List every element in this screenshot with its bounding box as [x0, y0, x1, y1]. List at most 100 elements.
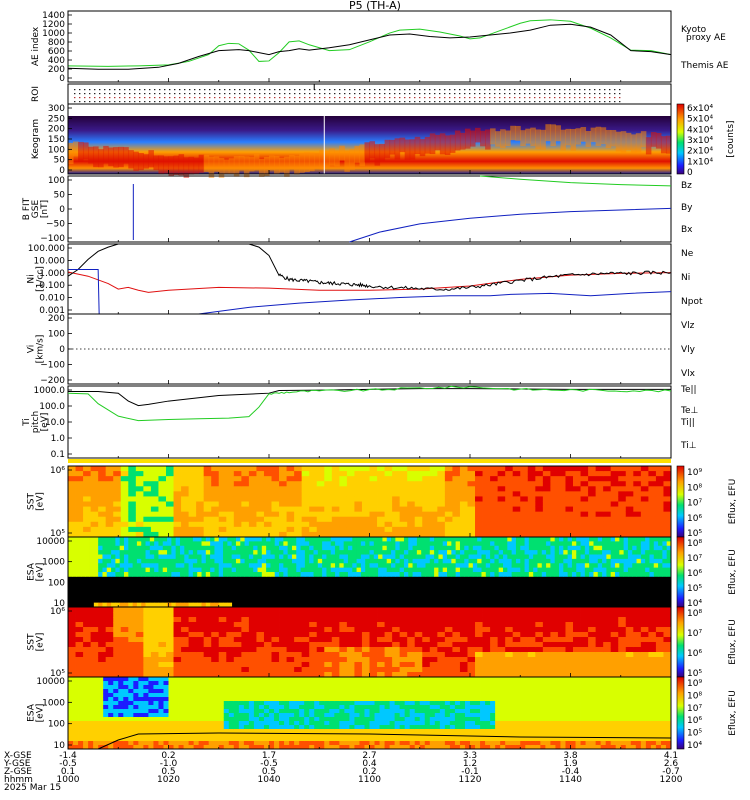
sst2-cell	[459, 662, 468, 668]
keogram-cell	[404, 139, 411, 160]
esa1-cell	[507, 550, 513, 555]
esa1-cell	[227, 602, 233, 608]
sst2-cell	[331, 617, 340, 623]
esa1-cell	[93, 558, 99, 564]
sst2-cell	[211, 647, 220, 653]
sst2-cell	[309, 607, 318, 613]
esa1-cell	[339, 550, 345, 555]
sst2-cell	[610, 662, 619, 668]
sst1-cell	[640, 496, 649, 502]
temperature-tick-label: 0.1	[51, 450, 65, 460]
esa1-cell	[205, 572, 211, 577]
esa1-cell	[214, 554, 220, 560]
sst2-cell	[90, 652, 99, 658]
esa1-cell	[158, 545, 164, 551]
keogram-cell	[464, 128, 471, 149]
esa1-cell	[253, 558, 258, 564]
sst2-cell	[459, 667, 468, 673]
esa1-cell	[425, 567, 431, 573]
esa2-cell	[78, 709, 84, 714]
esa1-cell	[227, 558, 233, 564]
esa1-cell	[632, 550, 637, 555]
esa1-cell	[240, 563, 245, 569]
sst1-cell	[588, 476, 597, 482]
esa1-cell	[102, 545, 108, 551]
roi-dot	[589, 101, 591, 103]
roi-dot	[294, 89, 296, 91]
esa2-cell	[173, 681, 179, 686]
sst1-cell	[618, 531, 627, 538]
sst2-cell	[490, 647, 499, 653]
keogram-cell	[454, 130, 461, 151]
esa1-cell	[356, 558, 362, 564]
sst1-cell	[271, 526, 280, 533]
sst2-cell	[618, 617, 627, 623]
roi-dot	[379, 97, 381, 99]
keogram-cell	[98, 149, 104, 168]
esa1-cell	[80, 550, 86, 555]
esa1-cell	[145, 541, 151, 547]
sst2-cell	[467, 647, 476, 653]
esa2-cell	[98, 737, 104, 742]
esa1-cell	[257, 567, 263, 573]
sst2-cell	[286, 657, 295, 663]
sst2-cell	[610, 612, 619, 618]
roi-dot	[104, 93, 106, 95]
sst1-cell	[75, 526, 84, 533]
sst1-cell	[188, 466, 197, 472]
sst2-ylabel: [eV]	[36, 633, 46, 652]
sst1-cell	[595, 496, 604, 502]
esa1-cell	[360, 545, 366, 551]
sst2-cell	[248, 652, 257, 658]
esa1-cell	[619, 554, 625, 560]
sst2-cell	[301, 617, 310, 623]
esa1-cell	[352, 545, 357, 551]
sst2-cell	[339, 627, 348, 633]
esa1-cell	[296, 545, 301, 551]
esa1-cell	[80, 563, 86, 569]
sst2-cell	[248, 637, 257, 643]
sst1-cell	[437, 491, 446, 497]
sst2-cell	[286, 647, 295, 653]
esa2-cell	[163, 693, 169, 698]
sst2-cell	[557, 647, 566, 653]
esa2-cell	[218, 745, 225, 750]
esa1-cell	[593, 545, 599, 551]
esa1-cell	[442, 554, 448, 560]
esa2-cell	[93, 693, 99, 698]
esa1-cell	[653, 554, 659, 560]
esa1-cell	[330, 545, 336, 551]
roi-dot	[319, 101, 321, 103]
sst2-cell	[399, 642, 408, 648]
sst1-cell	[90, 471, 99, 477]
esa1-cell	[296, 572, 301, 577]
sst1-cell	[505, 501, 514, 507]
esa1-cell	[149, 567, 155, 573]
roi-dot	[104, 97, 106, 99]
b-legend-Bz: Bz	[681, 181, 692, 191]
sst2-cell	[573, 637, 581, 643]
esa1-cell	[408, 572, 413, 577]
esa1-colorbar-tick: 10⁸	[687, 539, 702, 549]
sst1-cell	[339, 511, 348, 518]
sst1-cell	[150, 466, 159, 472]
esa2-cell	[148, 693, 154, 698]
sst1-cell	[610, 511, 619, 518]
keogram-cell	[399, 137, 406, 153]
sst2-cell	[301, 607, 310, 613]
sst2-cell	[173, 642, 182, 648]
sst1-cell	[361, 526, 370, 533]
density-series-line-1	[67, 243, 672, 291]
esa1-cell	[253, 572, 258, 577]
esa2-cell	[108, 677, 114, 682]
sst2-cell	[316, 657, 325, 663]
esa1-cell	[597, 567, 603, 573]
sst1-cell	[226, 516, 235, 523]
velocity-ylabel: [km/s]	[36, 335, 46, 364]
esa2-cell	[148, 697, 154, 702]
sst2-cell	[263, 632, 272, 638]
sst2-cell	[294, 642, 303, 648]
sst1-cell	[573, 506, 581, 513]
esa1-cell	[382, 558, 388, 564]
sst1-cell	[377, 486, 385, 492]
